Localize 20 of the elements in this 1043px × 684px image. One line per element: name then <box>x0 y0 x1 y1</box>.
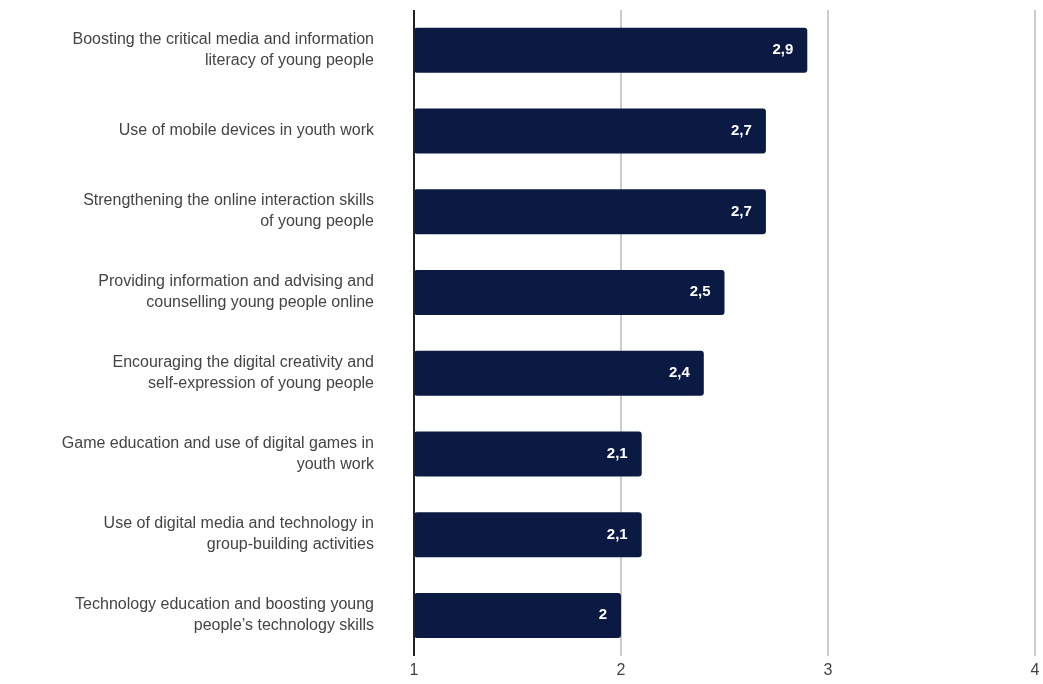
x-tick-label: 1 <box>409 661 419 679</box>
y-tick-label: Use of mobile devices in youth work <box>118 121 375 139</box>
y-tick-label: Providing information and advising and counselling young people online <box>98 272 375 311</box>
y-tick-label: Boosting the critical media and information literacy of young people <box>72 30 375 69</box>
data-label: 2,7 <box>731 120 752 138</box>
x-tick-label: 3 <box>823 661 833 679</box>
data-label: 2 <box>598 605 607 623</box>
y-tick-label: Strengthening the online interaction skills of young people <box>83 191 375 230</box>
y-tick-label: Encouraging the digital creativity and self-expression of young people <box>112 353 375 392</box>
data-label: 2,1 <box>606 443 628 461</box>
x-tick-label: 2 <box>616 661 626 679</box>
data-label: 2,1 <box>606 524 628 542</box>
y-tick-label: Use of digital media and technology in group-building activities <box>103 514 374 553</box>
data-label: 2,9 <box>772 40 794 58</box>
x-tick-label: 4 <box>1030 661 1040 679</box>
data-label: 2,7 <box>731 201 752 219</box>
y-tick-label: Game education and use of digital games in youth work <box>61 433 375 472</box>
y-tick-label: Technology education and boosting young people’s technology skills <box>75 595 374 634</box>
data-label: 2,4 <box>668 363 691 381</box>
data-label: 2,5 <box>689 282 711 300</box>
